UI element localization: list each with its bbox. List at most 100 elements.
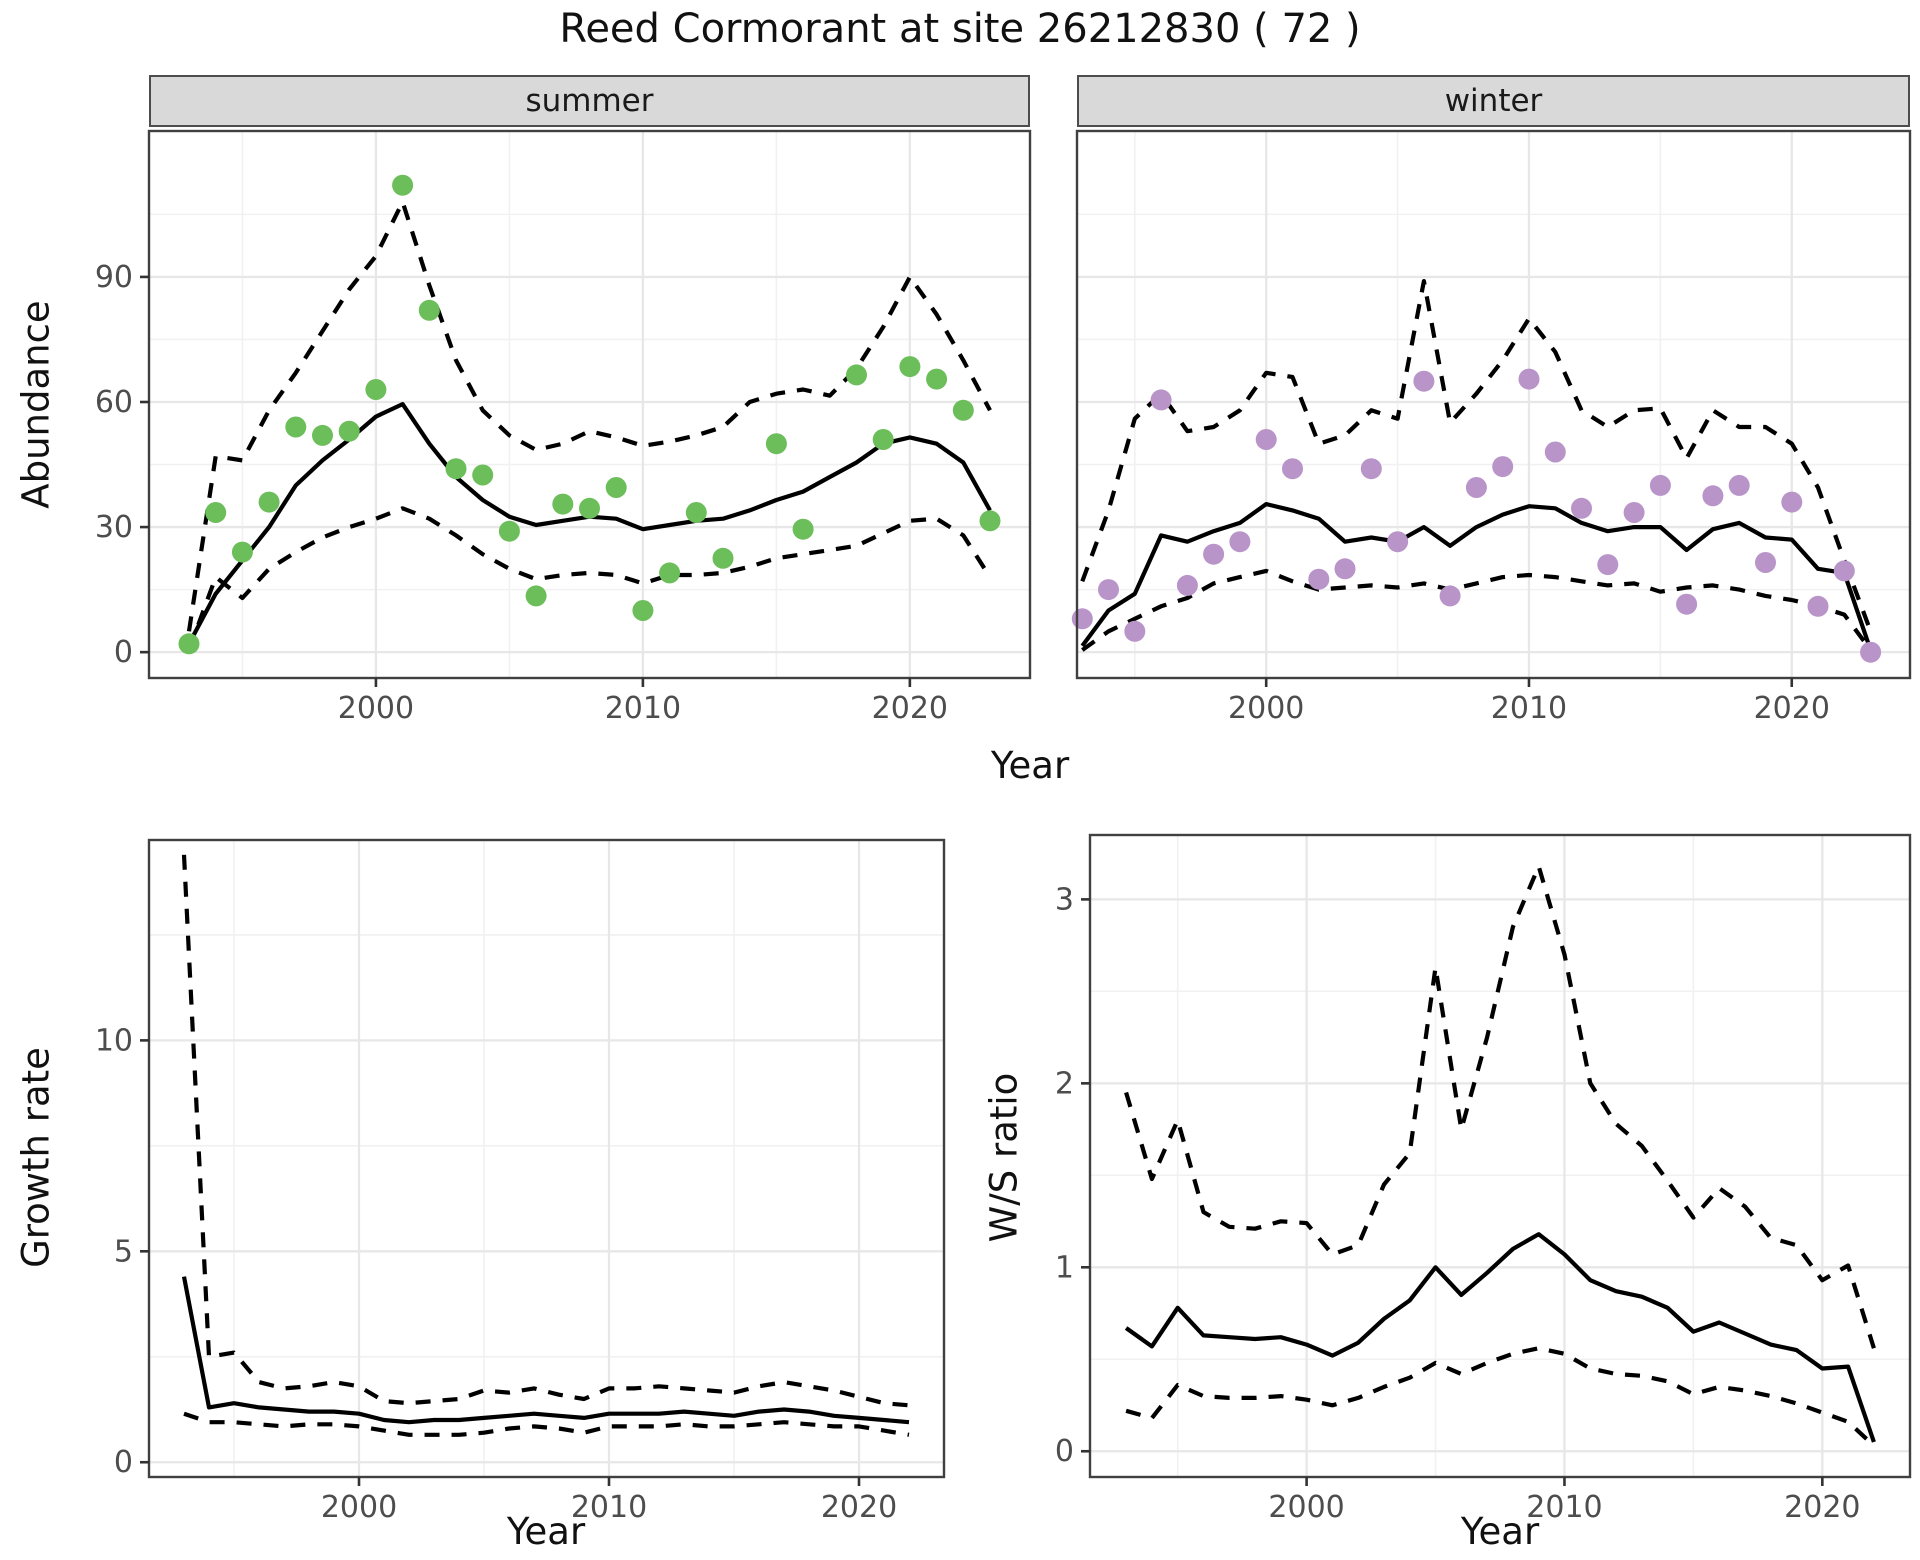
data-point xyxy=(1649,474,1671,496)
abundance-winter-border xyxy=(1075,129,1912,680)
x-axis-title-year-top: Year xyxy=(990,744,1070,787)
ws-ratio-border xyxy=(1088,833,1912,1479)
data-point xyxy=(792,518,814,540)
data-point xyxy=(659,562,681,584)
data-point xyxy=(632,600,654,621)
abundance-winter-mean-line xyxy=(1080,502,1873,651)
data-point xyxy=(765,433,787,455)
data-point xyxy=(685,502,707,523)
data-point xyxy=(178,633,200,655)
ws-ratio-lower-ci-line xyxy=(1125,1346,1876,1448)
y-tick-label: 1 xyxy=(1055,1250,1074,1285)
data-point xyxy=(312,424,333,446)
growth-rate-axis: 2000 2010 2020 0 5 10 xyxy=(95,1023,897,1525)
ws-ratio-panel: 2000 2010 2020 0 1 2 3 xyxy=(1055,833,1912,1525)
data-point xyxy=(1334,558,1356,580)
y-axis-title-abundance: Abundance xyxy=(14,300,58,509)
y-tick-label: 10 xyxy=(95,1023,133,1058)
y-axis-title-ws-ratio: W/S ratio xyxy=(982,1072,1026,1243)
growth-rate-upper-ci-line xyxy=(181,854,910,1408)
y-tick-label: 90 xyxy=(95,260,133,295)
data-point xyxy=(1176,574,1198,596)
abundance-winter-panel: 2000 2010 2020 xyxy=(1071,129,1912,726)
ws-ratio-mean-line xyxy=(1124,1232,1876,1443)
data-point xyxy=(445,458,467,480)
data-point xyxy=(1623,502,1645,523)
data-point xyxy=(1676,593,1698,615)
facet-strip-winter-label: winter xyxy=(1444,83,1543,119)
abundance-winter-axis: 2000 2010 2020 xyxy=(1228,678,1830,726)
y-tick-label: 60 xyxy=(95,385,133,420)
data-point xyxy=(1255,429,1277,450)
data-point xyxy=(1728,474,1750,496)
data-point xyxy=(579,497,600,519)
data-point xyxy=(205,502,227,523)
data-point xyxy=(285,416,307,438)
data-point xyxy=(1360,458,1382,480)
data-point xyxy=(418,299,440,321)
data-point xyxy=(365,379,387,400)
growth-rate-lower-ci-line xyxy=(183,1411,910,1437)
y-axis-title-growth-rate: Growth rate xyxy=(14,1047,58,1268)
abundance-summer-border xyxy=(147,129,1032,680)
abundance-summer-upper-ci-line xyxy=(186,199,992,632)
data-point xyxy=(605,477,627,498)
x-tick-label: 2020 xyxy=(872,691,948,726)
abundance-summer-observed-points xyxy=(178,174,1001,655)
data-point xyxy=(1308,568,1330,590)
data-point xyxy=(1518,368,1540,390)
data-point xyxy=(525,585,547,607)
y-tick-label: 0 xyxy=(1055,1434,1074,1469)
x-tick-label: 2000 xyxy=(1268,1490,1344,1525)
growth-rate-border xyxy=(147,838,946,1479)
x-tick-label: 2010 xyxy=(605,691,681,726)
data-point xyxy=(1492,456,1514,478)
data-point xyxy=(1597,554,1619,576)
x-tick-label: 2010 xyxy=(1526,1490,1602,1525)
abundance-summer-grid-minor xyxy=(149,131,1030,678)
data-point xyxy=(1465,477,1487,498)
data-point xyxy=(1124,620,1146,642)
data-point xyxy=(552,493,574,515)
abundance-winter-upper-ci-line xyxy=(1080,279,1873,633)
plot-title: Reed Cormorant at site 26212830 ( 72 ) xyxy=(559,6,1361,52)
facet-strip-summer: summer xyxy=(149,75,1030,127)
data-point xyxy=(979,510,1001,532)
data-point xyxy=(872,429,894,450)
data-point xyxy=(231,541,253,563)
data-point xyxy=(1150,389,1172,411)
ws-ratio-axis: 2000 2010 2020 0 1 2 3 xyxy=(1055,882,1861,1525)
data-point xyxy=(1387,531,1409,553)
facet-strip-winter: winter xyxy=(1077,75,1910,127)
y-tick-label: 30 xyxy=(95,510,133,545)
data-point xyxy=(258,491,280,513)
y-tick-label: 5 xyxy=(114,1234,133,1269)
y-tick-label: 0 xyxy=(114,1445,133,1480)
x-tick-label: 2010 xyxy=(1491,691,1567,726)
abundance-winter-grid-major xyxy=(1077,131,1910,678)
x-tick-label: 2000 xyxy=(338,691,414,726)
data-point xyxy=(1413,370,1435,392)
growth-rate-mean-line xyxy=(181,1276,910,1425)
data-point xyxy=(1781,491,1803,513)
x-axis-title-year-growth: Year xyxy=(506,1510,586,1553)
data-point xyxy=(1807,595,1829,617)
x-axis-title-year-ws: Year xyxy=(1460,1510,1540,1553)
x-tick-label: 2000 xyxy=(1228,691,1304,726)
abundance-summer-grid-major xyxy=(149,131,1030,678)
abundance-summer-panel: 2000 2010 2020 0 30 60 90 xyxy=(95,129,1032,726)
growth-rate-grid-major xyxy=(149,840,944,1477)
y-tick-label: 0 xyxy=(114,635,133,670)
data-point xyxy=(899,356,921,378)
abundance-summer-axis: 2000 2010 2020 0 30 60 90 xyxy=(95,260,948,726)
x-tick-label: 2010 xyxy=(571,1490,647,1525)
growth-rate-panel: 2000 2010 2020 0 5 10 xyxy=(95,838,946,1525)
data-point xyxy=(1203,543,1225,565)
data-point xyxy=(846,364,867,386)
data-point xyxy=(712,547,734,569)
y-tick-label: 3 xyxy=(1055,882,1074,917)
growth-rate-grid-minor xyxy=(149,840,944,1477)
data-point xyxy=(1229,531,1251,553)
